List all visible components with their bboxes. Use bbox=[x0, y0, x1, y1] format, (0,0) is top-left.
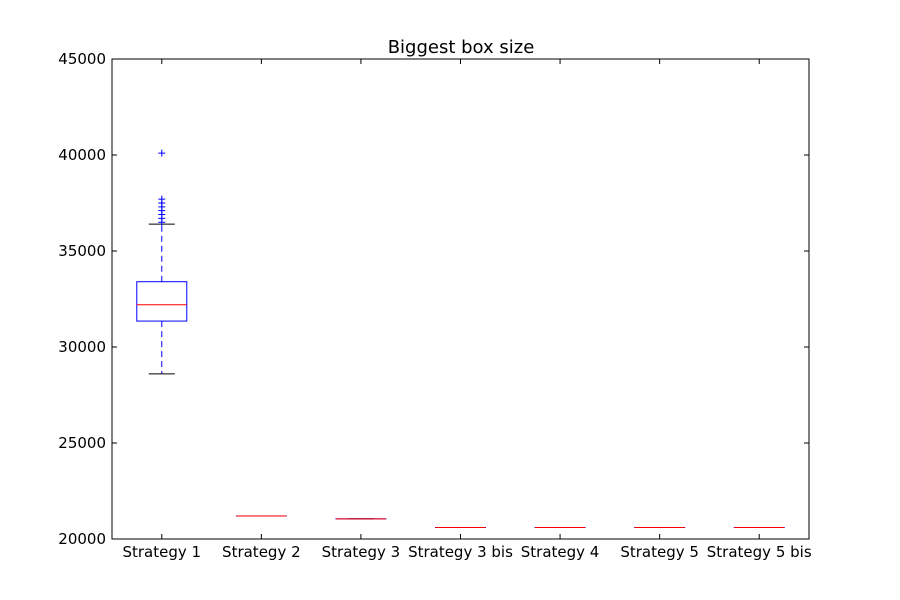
y-tick-label: 40000 bbox=[58, 146, 106, 164]
x-tick-label: Strategy 5 bis bbox=[707, 543, 812, 561]
x-tick-label: Strategy 5 bbox=[620, 543, 699, 561]
x-tick-label: Strategy 2 bbox=[222, 543, 301, 561]
flier-point bbox=[158, 149, 166, 157]
x-tick-label: Strategy 3 bis bbox=[408, 543, 513, 561]
y-tick-label: 35000 bbox=[58, 242, 106, 260]
x-axis: Strategy 1 Strategy 2 Strategy 3 Strategy 3… bbox=[122, 59, 812, 561]
x-tick-label: Strategy 1 bbox=[122, 543, 201, 561]
y-tick-label: 20000 bbox=[58, 530, 106, 548]
x-tick-label: Strategy 3 bbox=[322, 543, 401, 561]
box-plot-marks bbox=[136, 149, 785, 528]
y-tick-label: 25000 bbox=[58, 434, 106, 452]
chart-title: Biggest box size bbox=[388, 37, 535, 58]
y-axis: 20000 25000 30000 35000 40000 45000 bbox=[58, 50, 809, 548]
plot-area-frame bbox=[111, 58, 810, 540]
flier-point bbox=[158, 195, 166, 203]
box-iqr bbox=[136, 281, 188, 322]
x-tick-label: Strategy 4 bbox=[521, 543, 600, 561]
y-tick-label: 30000 bbox=[58, 338, 106, 356]
y-tick-label: 45000 bbox=[58, 50, 106, 68]
box-group bbox=[136, 149, 188, 375]
